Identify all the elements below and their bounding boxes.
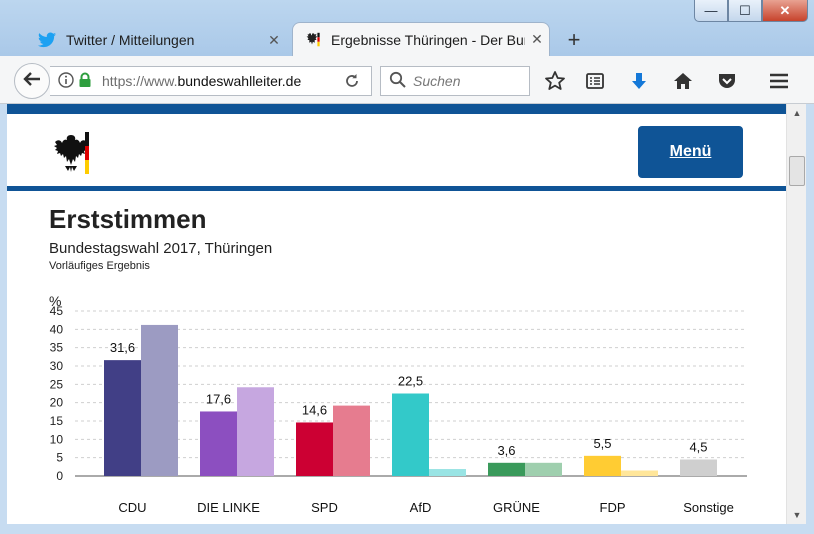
arrow-left-icon — [22, 70, 42, 93]
erststimmen-bar-chart: % 0 5 10 15 20 25 30 35 40 45 31,6 CDU 17,6 DIE LINKE 1… — [49, 293, 747, 515]
tab-title: Twitter / Mitteilungen — [66, 32, 195, 48]
window-frame-bottom — [0, 524, 814, 534]
search-field[interactable]: Suchen — [380, 66, 530, 96]
page-subtitle: Bundestagswahl 2017, Thüringen — [49, 240, 273, 257]
bundesadler-favicon — [303, 31, 321, 49]
info-icon[interactable] — [58, 71, 76, 91]
y-tick-label: 25 — [50, 377, 64, 391]
scroll-thumb[interactable] — [789, 156, 805, 186]
menu-button[interactable]: Menü — [638, 126, 743, 178]
tab-title: Ergebnisse Thüringen - Der Bundeswahllei… — [331, 31, 525, 48]
header-bottom-rule — [7, 186, 786, 191]
bar-previous-die-linke — [237, 387, 274, 476]
bar-current-grüne — [488, 462, 525, 476]
tab-twitter[interactable]: Twitter / Mitteilungen ✕ — [28, 24, 286, 56]
bar-previous-fdp — [621, 470, 658, 476]
navigation-toolbar: https://www.bundeswahlleiter.de Suchen — [0, 56, 814, 104]
result-status-note: Vorläufiges Ergebnis — [49, 260, 150, 272]
window-frame-right — [806, 104, 814, 524]
y-tick-label: 35 — [50, 341, 64, 355]
download-icon[interactable] — [626, 68, 652, 94]
home-icon[interactable] — [670, 68, 696, 94]
bookmark-star-icon[interactable] — [542, 68, 568, 94]
y-tick-label: 0 — [56, 469, 63, 483]
hamburger-menu-icon[interactable] — [766, 68, 792, 94]
y-tick-label: 45 — [50, 304, 64, 318]
bar-current-fdp — [584, 455, 621, 476]
y-tick-label: 20 — [50, 396, 64, 410]
bundeswahlleiter-logo[interactable] — [51, 132, 91, 179]
tab-close-button[interactable]: ✕ — [531, 31, 543, 47]
twitter-bird-icon — [38, 31, 56, 49]
back-button[interactable] — [14, 63, 50, 99]
x-category-label: SPD — [311, 500, 338, 515]
scroll-up-arrow-icon[interactable]: ▲ — [792, 108, 802, 118]
data-label: 3,6 — [497, 443, 515, 458]
page-viewport: Menü Erststimmen Bundestagswahl 2017, Th… — [7, 104, 786, 524]
data-label: 31,6 — [110, 340, 135, 355]
bar-current-spd — [296, 422, 333, 476]
y-axis-unit-label: % — [49, 293, 61, 309]
vertical-scrollbar[interactable]: ▲ ▼ — [786, 104, 806, 524]
minimize-button[interactable]: — — [694, 0, 728, 22]
new-tab-button[interactable]: + — [567, 27, 581, 52]
bar-current-cdu — [104, 360, 141, 476]
tab-bundeswahlleiter[interactable]: Ergebnisse Thüringen - Der Bundeswahllei… — [292, 22, 550, 56]
close-window-button[interactable]: ✕ — [762, 0, 808, 22]
data-label: 17,6 — [206, 391, 231, 406]
data-label: 5,5 — [593, 436, 611, 451]
tab-close-button[interactable]: ✕ — [268, 31, 280, 48]
reading-list-icon[interactable] — [582, 68, 608, 94]
bar-previous-cdu — [141, 324, 178, 476]
pocket-icon[interactable] — [714, 68, 740, 94]
y-tick-label: 10 — [50, 432, 64, 446]
x-category-label: Sonstige — [683, 500, 734, 515]
bar-current-die-linke — [200, 411, 237, 476]
page-title: Erststimmen — [49, 204, 207, 234]
x-category-label: FDP — [600, 500, 626, 515]
y-tick-label: 30 — [50, 359, 64, 373]
bar-current-afd — [392, 393, 429, 476]
search-placeholder: Suchen — [413, 73, 461, 89]
search-icon — [389, 71, 407, 92]
x-category-label: AfD — [410, 500, 432, 515]
reload-icon[interactable] — [343, 72, 361, 93]
header-top-rule — [7, 104, 786, 114]
maximize-button[interactable]: ☐ — [728, 0, 762, 22]
bundesadler-icon — [51, 132, 91, 179]
x-category-label: DIE LINKE — [197, 500, 260, 515]
url-text[interactable]: https://www.bundeswahlleiter.de — [102, 73, 302, 89]
x-category-label: GRÜNE — [493, 500, 540, 515]
bar-previous-grüne — [525, 462, 562, 476]
y-tick-label: 15 — [50, 414, 64, 428]
data-label: 4,5 — [689, 440, 707, 455]
bar-previous-afd — [429, 469, 466, 476]
window-frame-left — [0, 104, 7, 524]
scroll-down-arrow-icon[interactable]: ▼ — [792, 510, 802, 520]
data-label: 14,6 — [302, 402, 327, 417]
bar-previous-spd — [333, 405, 370, 476]
data-label: 22,5 — [398, 374, 423, 389]
bar-current-sonstige — [680, 459, 717, 476]
y-tick-label: 5 — [56, 451, 63, 465]
window-controls: — ☐ ✕ — [694, 0, 808, 22]
x-category-label: CDU — [118, 500, 146, 515]
y-tick-label: 40 — [50, 322, 64, 336]
lock-icon[interactable] — [78, 72, 94, 91]
url-bar[interactable]: https://www.bundeswahlleiter.de — [50, 66, 372, 96]
